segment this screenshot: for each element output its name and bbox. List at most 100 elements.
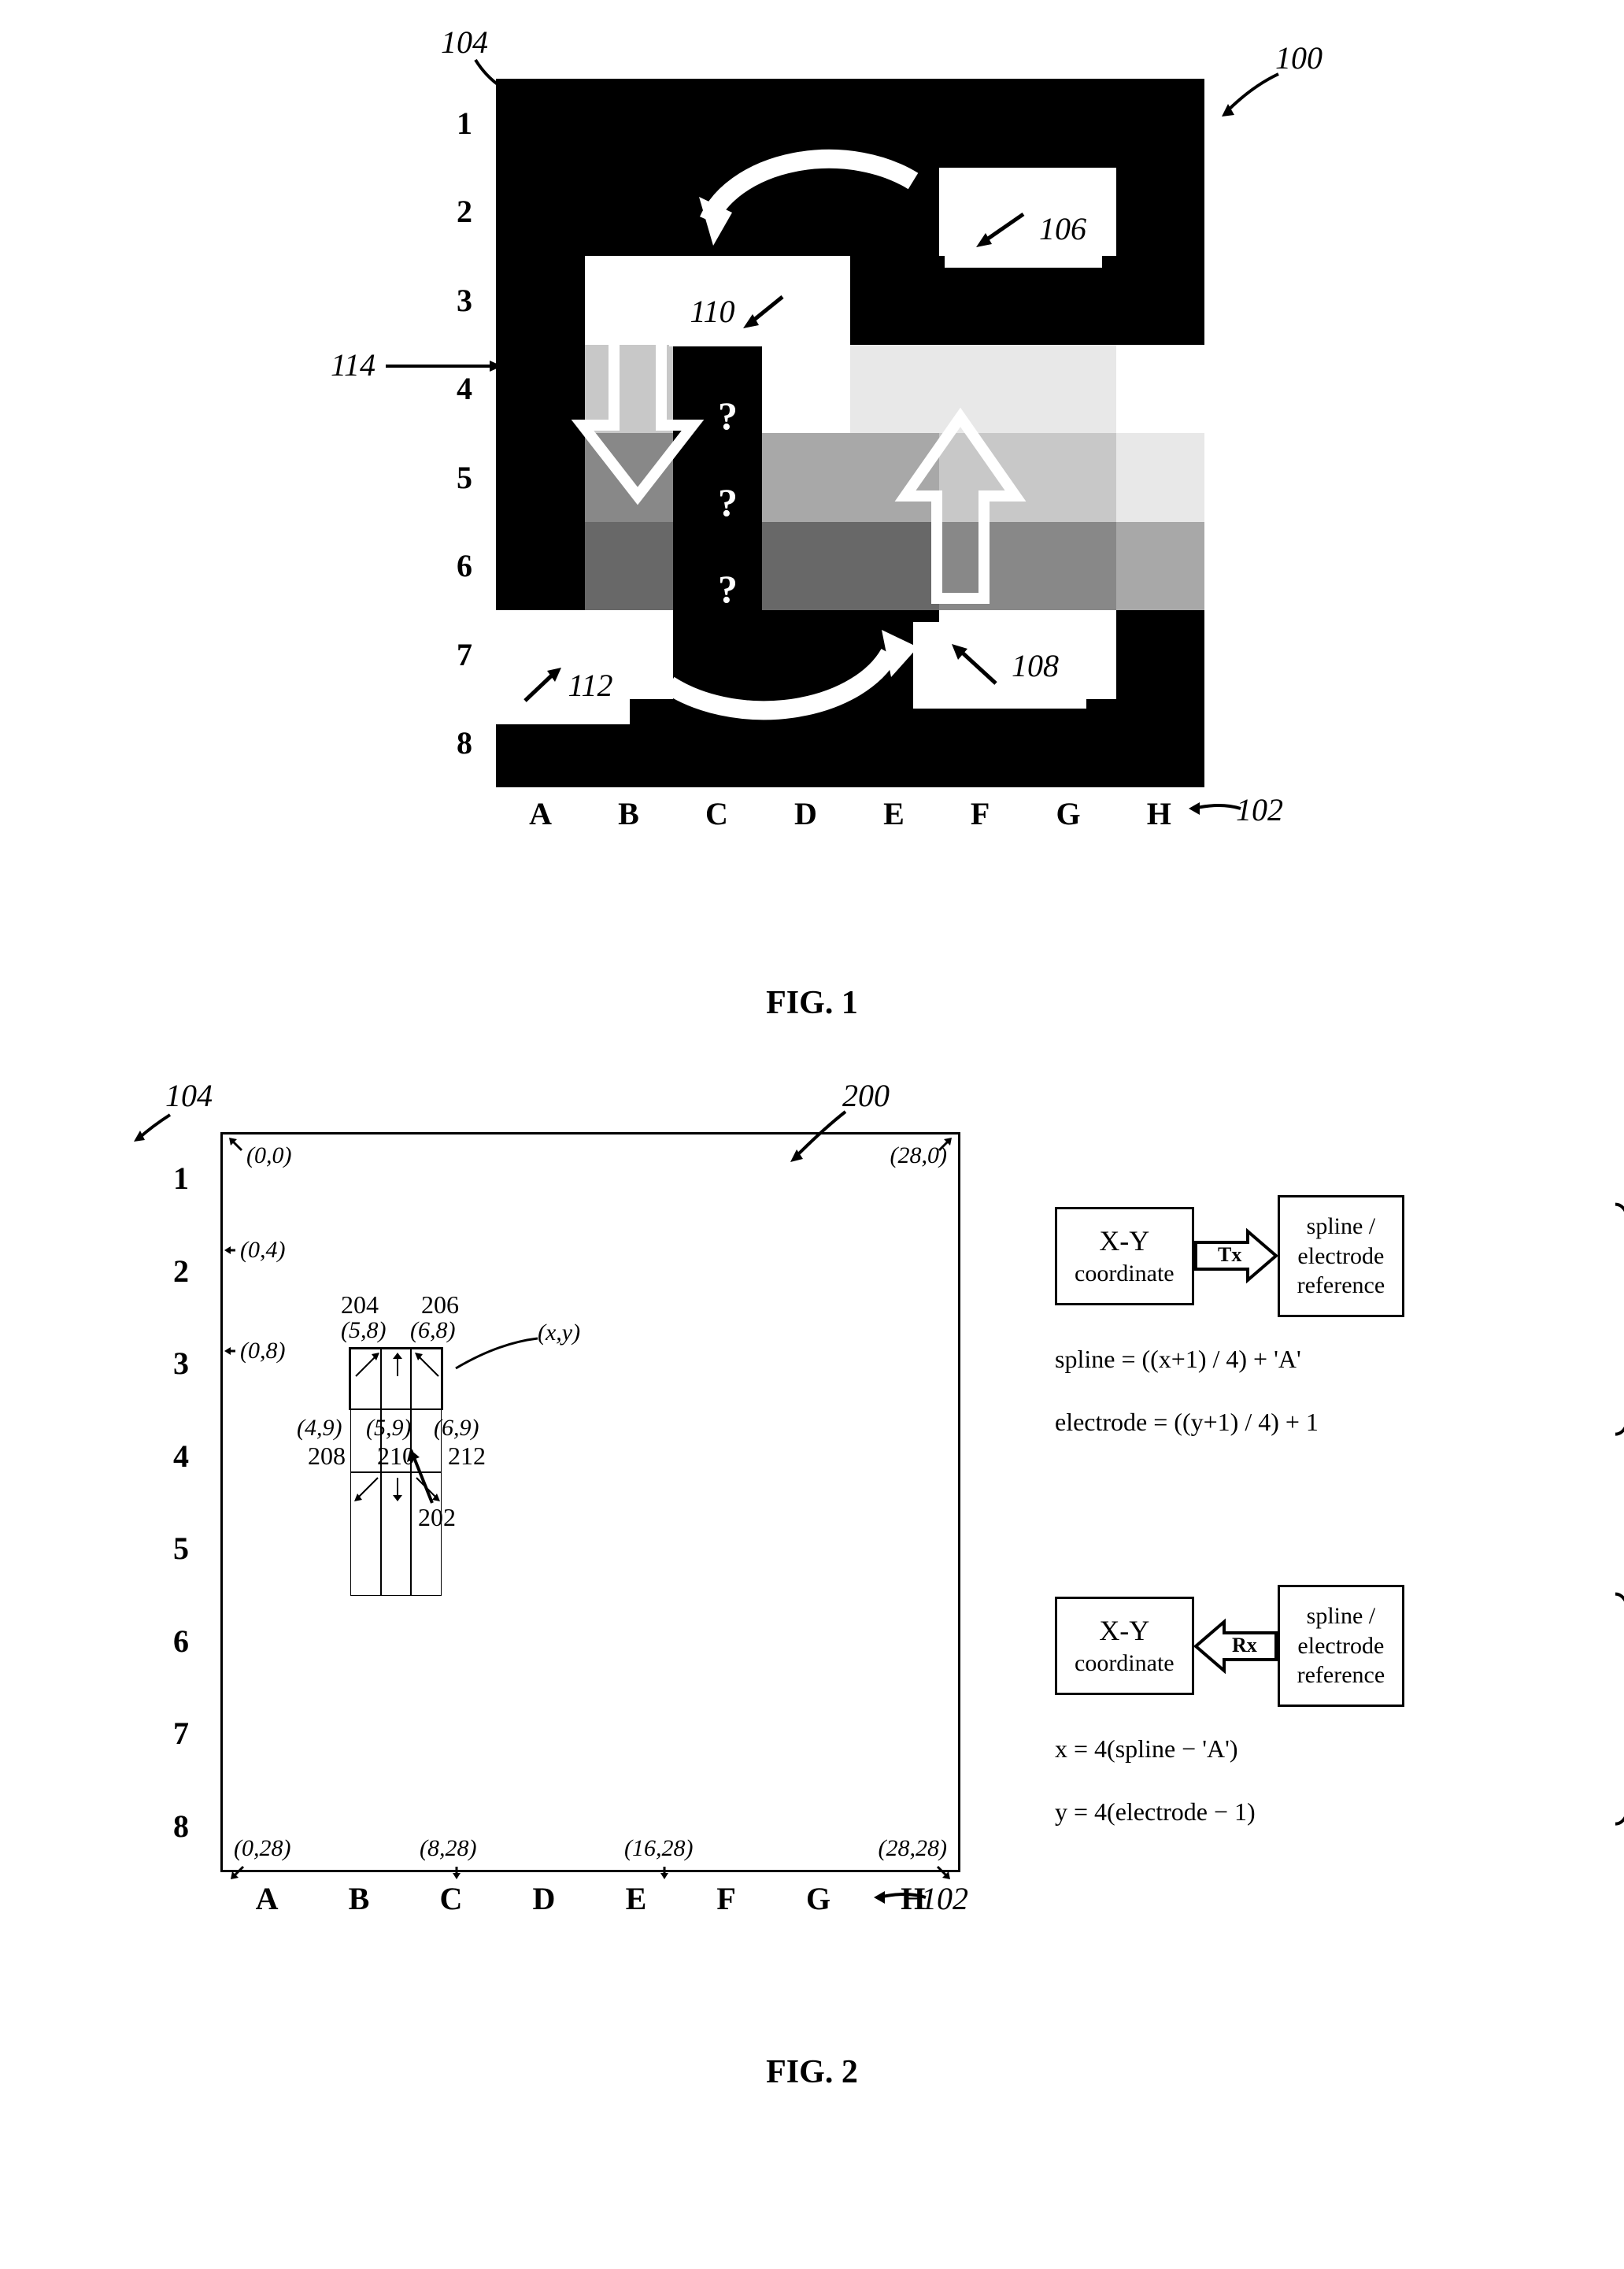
pixel-cell (585, 168, 674, 257)
pixel-cell (1027, 256, 1116, 345)
rx-formula-2: y = 4(electrode − 1) (1055, 1790, 1606, 1833)
lead-106: 106 (1039, 210, 1086, 247)
arrow-icon (941, 638, 1012, 693)
ref-212: 212 (448, 1442, 486, 1471)
pixel-cell (585, 256, 674, 345)
pixel-cell (1116, 610, 1205, 699)
row-label: 5 (173, 1530, 189, 1567)
pixel-cell (939, 256, 1028, 345)
row-label: 1 (173, 1160, 189, 1197)
pixel-cell (1116, 433, 1205, 522)
pixel-cell (762, 345, 851, 434)
col-label: D (794, 795, 817, 832)
lead-112: 112 (568, 667, 612, 704)
arrow-icon (960, 205, 1039, 252)
row-label: 4 (173, 1438, 189, 1475)
pixel-cell (673, 433, 762, 522)
fig1-col-labels: A B C D E F G H (496, 795, 1204, 832)
col-label: F (716, 1880, 735, 1917)
pixel-cell (939, 433, 1028, 522)
spline-box: spline / electrode reference (1278, 1585, 1405, 1707)
brace-icon (1606, 1585, 1624, 1833)
rx-arrow-icon: Rx (1193, 1617, 1279, 1675)
coord-bottom-edge: (8,28) (420, 1835, 476, 1862)
fig2-title: FIG. 2 (47, 2053, 1577, 2091)
pixel-cell (939, 345, 1028, 434)
pixel-cell (850, 433, 939, 522)
pixel-cell (496, 256, 585, 345)
pixel-cell (1027, 345, 1116, 434)
row-label: 3 (457, 282, 472, 319)
row-label: 2 (457, 193, 472, 230)
pixel-cell (673, 610, 762, 699)
pixel-cell (585, 433, 674, 522)
figure-2: 1 2 3 4 5 6 7 8 (0,0) (28,0) (47, 1085, 1577, 2091)
brace-icon (1606, 1195, 1624, 1443)
spline-box: spline / electrode reference (1278, 1195, 1405, 1317)
callout-112: 112 (496, 646, 630, 724)
row-label: 7 (173, 1715, 189, 1752)
fig1-stage: 1 2 3 4 5 6 7 8 (425, 79, 1228, 850)
arrow-icon (512, 661, 568, 709)
ref-204: 204 (341, 1290, 379, 1320)
row-label: 8 (457, 724, 472, 761)
cell-cluster-202 (349, 1347, 443, 1410)
coord-212: (6,9) (434, 1415, 479, 1442)
pixel-cell (850, 522, 939, 611)
pixel-cell (850, 256, 939, 345)
lead-200: 200 (842, 1077, 890, 1114)
fig2-conversion-panel: X-Y coordinate Tx spline / electrode ref… (1055, 1195, 1606, 1904)
pixel-cell (1116, 256, 1205, 345)
pixel-cell (1116, 345, 1205, 434)
row-label: 2 (173, 1253, 189, 1290)
callout-106: 106 (945, 189, 1102, 268)
arrow-icon (735, 287, 798, 335)
lead-102: 102 (1236, 791, 1283, 828)
coord-210: (5,9) (366, 1415, 411, 1442)
xy-box: X-Y coordinate (1055, 1597, 1194, 1695)
pixel-cell (673, 522, 762, 611)
tx-formula-2: electrode = ((y+1) / 4) + 1 (1055, 1401, 1606, 1443)
coord-206: (6,8) (410, 1317, 455, 1344)
col-label: D (533, 1880, 556, 1917)
pixel-cell (496, 433, 585, 522)
col-label: E (626, 1880, 647, 1917)
row-label: 7 (457, 636, 472, 673)
pixel-cell (496, 168, 585, 257)
fig2-stage: 1 2 3 4 5 6 7 8 (0,0) (28,0) (142, 1132, 992, 1935)
col-label: F (971, 795, 990, 832)
col-label: C (705, 795, 728, 832)
pixel-cell (1116, 168, 1205, 257)
pixel-cell (496, 522, 585, 611)
tx-formula-1: spline = ((x+1) / 4) + 'A' (1055, 1338, 1606, 1380)
rx-formula-1: x = 4(spline − 'A') (1055, 1727, 1606, 1770)
svg-text:Tx: Tx (1218, 1243, 1241, 1266)
pixel-cell (496, 345, 585, 434)
col-label: A (529, 795, 552, 832)
leader-line-icon (451, 1335, 546, 1375)
col-label: B (349, 1880, 370, 1917)
pixel-cell (850, 168, 939, 257)
pixel-cell (939, 699, 1028, 788)
lead-110: 110 (690, 293, 734, 330)
coord-bl: (0,28) (234, 1835, 290, 1862)
svg-text:Rx: Rx (1232, 1634, 1257, 1656)
pixel-cell (762, 79, 851, 168)
lead-100: 100 (1275, 39, 1323, 76)
pixel-cell (850, 79, 939, 168)
xy-box: X-Y coordinate (1055, 1207, 1194, 1305)
pixel-cell (1027, 433, 1116, 522)
fig1-row-labels: 1 2 3 4 5 6 7 8 (457, 79, 472, 787)
lead-104: 104 (165, 1077, 213, 1114)
pixel-cell (673, 79, 762, 168)
pixel-cell (939, 79, 1028, 168)
row-label: 8 (173, 1808, 189, 1845)
rx-conversion: X-Y coordinate Rx spline / electrode ref… (1055, 1585, 1606, 1833)
pixel-cell (762, 522, 851, 611)
arrow-icon (405, 1448, 445, 1508)
lead-108: 108 (1012, 647, 1059, 684)
col-label: H (1147, 795, 1171, 832)
col-label: G (806, 1880, 830, 1917)
coord-208: (4,9) (297, 1415, 342, 1442)
fig2-col-labels: A B C D E F G H (220, 1880, 960, 1917)
